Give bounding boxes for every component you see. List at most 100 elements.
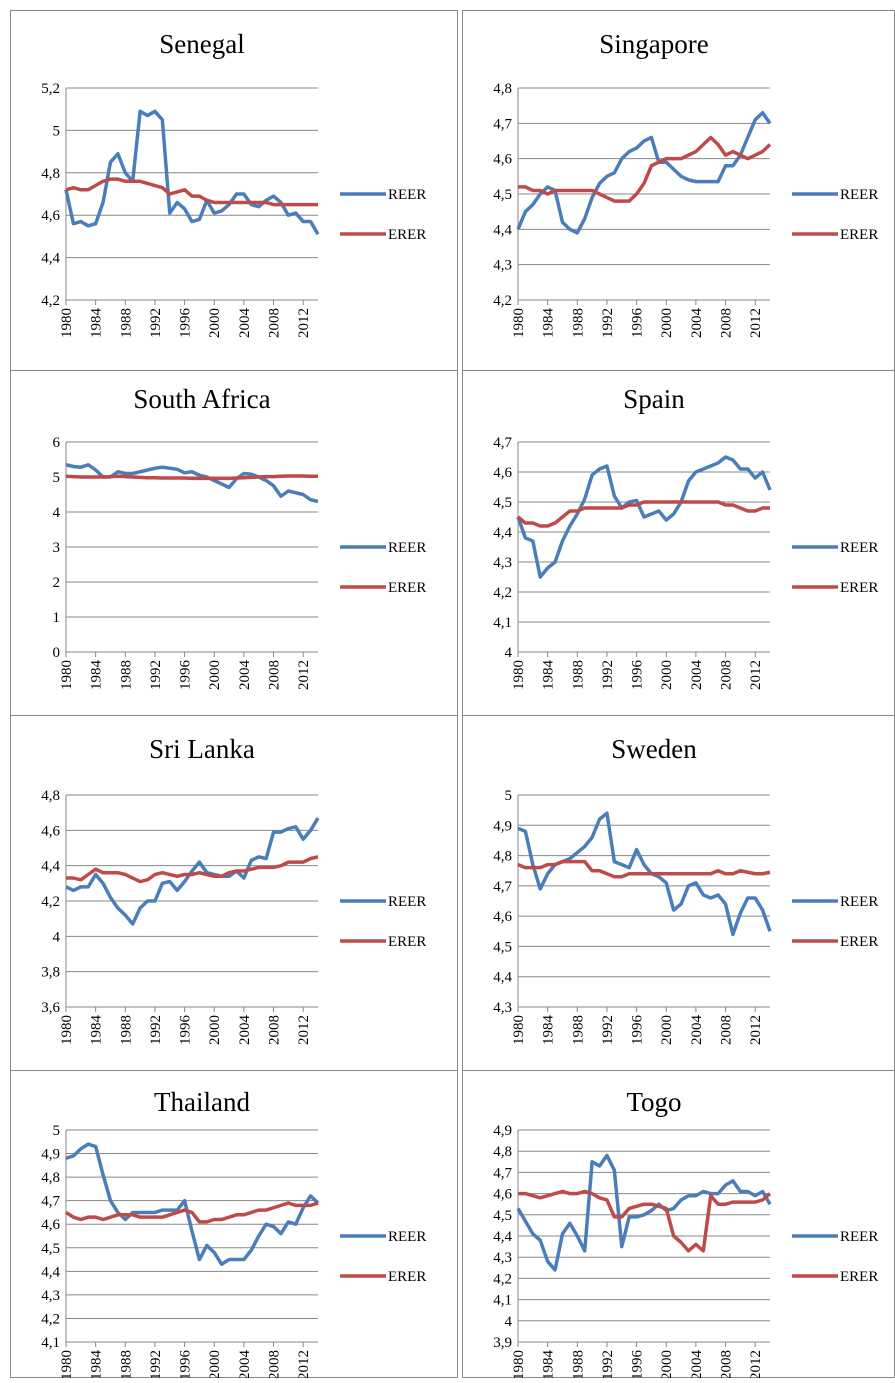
x-tick-label: 2004 — [689, 1015, 705, 1046]
legend-label: REER — [840, 187, 878, 203]
legend-label: REER — [840, 1229, 878, 1245]
x-tick-label: 1996 — [630, 1350, 646, 1379]
y-tick-label: 4,8 — [493, 1144, 512, 1160]
x-tick-label: 1996 — [178, 660, 194, 691]
y-tick-label: 4,3 — [493, 1250, 512, 1266]
x-tick-label: 2004 — [237, 660, 253, 691]
legend-label: ERER — [840, 227, 878, 243]
x-tick-label: 2008 — [719, 308, 735, 338]
legend-label: ERER — [388, 227, 426, 243]
series-line — [65, 1142, 320, 1267]
chart-title: Sri Lanka — [149, 734, 255, 764]
x-tick-label: 1984 — [89, 660, 105, 691]
y-tick-label: 1 — [53, 610, 61, 626]
x-tick-label: 2008 — [267, 1350, 283, 1378]
x-tick-label: 1996 — [178, 1350, 194, 1379]
x-tick-label: 1996 — [178, 308, 194, 339]
y-tick-label: 4,5 — [493, 939, 512, 955]
x-tick-label: 2012 — [748, 308, 764, 338]
y-tick-label: 3 — [53, 540, 61, 556]
x-tick-label: 2012 — [296, 1015, 312, 1045]
chart-title: South Africa — [133, 384, 270, 414]
legend-label: REER — [840, 894, 878, 910]
legend-label: ERER — [840, 1269, 878, 1285]
y-tick-label: 4,1 — [41, 1335, 60, 1351]
y-tick-label: 4,7 — [493, 879, 512, 895]
y-tick-label: 4,4 — [493, 222, 512, 238]
legend-label: ERER — [388, 1269, 426, 1285]
y-tick-label: 4,2 — [41, 894, 60, 910]
y-tick-label: 4,7 — [493, 116, 512, 132]
x-tick-label: 1980 — [59, 308, 75, 338]
x-tick-label: 2000 — [659, 1015, 675, 1045]
x-tick-label: 2000 — [207, 1015, 223, 1045]
y-tick-label: 4 — [505, 1314, 513, 1330]
chart-title: Singapore — [599, 29, 708, 59]
y-tick-label: 3,8 — [41, 965, 60, 981]
x-tick-label: 1992 — [148, 1350, 164, 1378]
x-tick-label: 2012 — [296, 1350, 312, 1378]
y-tick-label: 4,2 — [493, 585, 512, 601]
chart-title: Thailand — [154, 1087, 250, 1117]
x-tick-label: 2000 — [207, 660, 223, 690]
x-tick-label: 2008 — [267, 308, 283, 338]
y-tick-label: 4,5 — [493, 495, 512, 511]
y-tick-label: 4,7 — [41, 1194, 60, 1210]
legend-label: REER — [840, 540, 878, 556]
x-tick-label: 1980 — [59, 1015, 75, 1045]
x-tick-label: 2000 — [659, 660, 675, 690]
x-tick-label: 1996 — [178, 1015, 194, 1046]
series-line — [66, 855, 319, 884]
series-line — [516, 110, 772, 235]
y-tick-label: 4,6 — [41, 823, 60, 839]
x-tick-label: 1980 — [511, 660, 527, 690]
y-tick-label: 4,8 — [493, 849, 512, 865]
x-tick-label: 2004 — [237, 1350, 253, 1379]
y-tick-label: 4,6 — [493, 909, 512, 925]
y-tick-label: 4,4 — [493, 525, 512, 541]
y-tick-label: 4,8 — [41, 166, 60, 182]
chart-frame — [462, 10, 895, 371]
y-tick-label: 4,1 — [493, 1293, 512, 1309]
x-tick-label: 2004 — [689, 308, 705, 339]
y-tick-label: 4 — [505, 645, 513, 661]
y-tick-label: 4,2 — [493, 1271, 512, 1287]
x-tick-label: 1980 — [59, 660, 75, 690]
series-line — [516, 500, 770, 528]
series-line — [65, 474, 318, 481]
x-tick-label: 2008 — [719, 660, 735, 690]
x-tick-label: 1984 — [541, 308, 557, 339]
series-line — [518, 1189, 772, 1253]
y-tick-label: 4,3 — [493, 1000, 512, 1016]
x-tick-label: 2000 — [207, 1350, 223, 1378]
x-tick-label: 1984 — [541, 1015, 557, 1046]
x-tick-label: 2012 — [748, 660, 764, 690]
x-tick-label: 1984 — [89, 308, 105, 339]
y-tick-label: 5,2 — [41, 81, 60, 97]
y-tick-label: 4 — [53, 505, 61, 521]
legend-label: ERER — [388, 580, 426, 596]
x-tick-label: 2000 — [207, 308, 223, 338]
x-tick-label: 2004 — [689, 1350, 705, 1379]
y-tick-label: 4,9 — [493, 1123, 512, 1139]
y-tick-label: 4,2 — [41, 1311, 60, 1327]
y-tick-label: 4,4 — [493, 1229, 512, 1245]
y-tick-label: 4,2 — [41, 293, 60, 309]
x-tick-label: 1996 — [630, 660, 646, 691]
chart-title: Togo — [626, 1087, 681, 1117]
series-line — [516, 1153, 772, 1272]
x-tick-label: 2004 — [237, 308, 253, 339]
x-tick-label: 1992 — [148, 660, 164, 690]
series-line — [65, 463, 319, 504]
legend-label: REER — [388, 1229, 426, 1245]
series-line — [64, 109, 320, 236]
x-tick-label: 2000 — [659, 308, 675, 338]
x-tick-label: 1988 — [570, 1015, 586, 1045]
series-line — [516, 455, 772, 579]
x-tick-label: 1988 — [118, 1350, 134, 1378]
series-line — [65, 817, 320, 926]
y-tick-label: 4,2 — [493, 293, 512, 309]
y-tick-label: 4,9 — [493, 818, 512, 834]
x-tick-label: 1988 — [118, 308, 134, 338]
